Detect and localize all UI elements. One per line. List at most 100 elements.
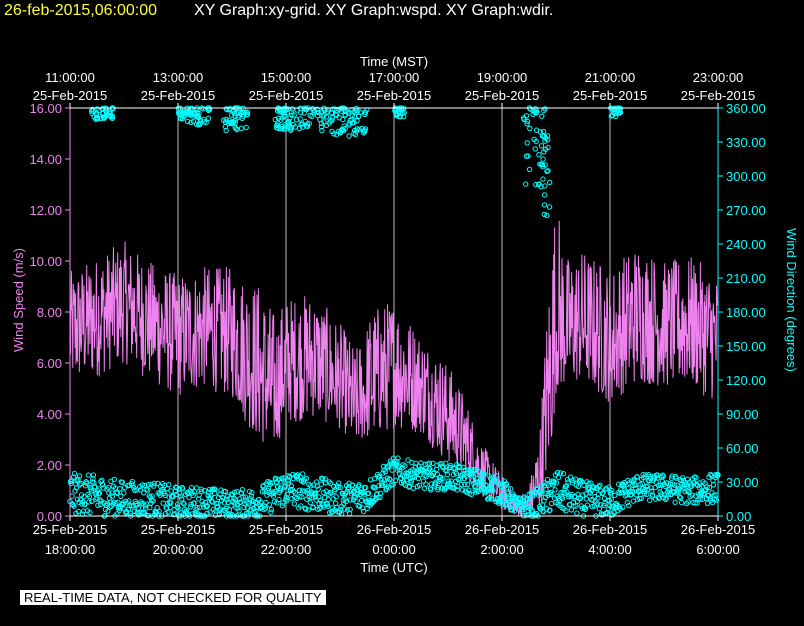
wind-direction-point xyxy=(544,476,551,483)
wind-direction-point xyxy=(208,498,215,504)
wind-direction-point xyxy=(532,146,538,152)
wind-direction-point xyxy=(259,489,266,495)
wind-direction-point xyxy=(713,497,720,503)
wind-direction-point xyxy=(233,126,239,132)
wind-direction-point xyxy=(676,486,682,492)
bottom-tick-time: 20:00:00 xyxy=(153,542,204,557)
wind-direction-point xyxy=(304,123,311,130)
right-tick-label: 210.00 xyxy=(726,271,766,286)
wind-direction-point xyxy=(347,506,353,513)
wind-direction-point xyxy=(696,485,703,491)
header-datetime: 26-feb-2015,06:00:00 xyxy=(4,2,158,19)
wind-direction-point xyxy=(240,109,246,115)
wind-direction-point xyxy=(300,471,306,477)
bottom-tick-date: 26-Feb-2015 xyxy=(465,522,539,537)
wind-direction-point xyxy=(393,106,399,112)
wind-direction-point xyxy=(591,485,597,491)
wind-direction-point xyxy=(318,481,324,487)
bottom-axis-label: Time (UTC) xyxy=(360,560,427,575)
wind-direction-point xyxy=(679,475,686,481)
wind-direction-point xyxy=(397,114,403,120)
top-tick-time: 23:00:00 xyxy=(693,70,744,85)
wind-direction-point xyxy=(287,126,294,132)
wind-direction-point xyxy=(453,470,459,477)
wind-direction-point xyxy=(493,473,499,479)
wind-direction-point xyxy=(311,109,317,115)
wind-direction-point xyxy=(445,478,451,484)
wind-direction-point xyxy=(536,181,542,187)
wind-direction-point xyxy=(235,505,241,511)
wind-direction-point xyxy=(71,503,77,509)
quality-disclaimer: REAL-TIME DATA, NOT CHECKED FOR QUALITY xyxy=(20,590,326,605)
wind-direction-point xyxy=(328,490,334,496)
wind-direction-point xyxy=(395,106,402,112)
wind-direction-point xyxy=(545,144,551,151)
wind-direction-point xyxy=(284,491,290,497)
wind-direction-point xyxy=(390,481,396,488)
wind-direction-point xyxy=(266,502,273,508)
wind-direction-point xyxy=(244,112,250,118)
wind-direction-point xyxy=(616,106,622,113)
wind-direction-point xyxy=(173,491,179,498)
wind-direction-point xyxy=(236,508,242,514)
wind-direction-point xyxy=(291,488,297,495)
top-tick-time: 19:00:00 xyxy=(477,70,528,85)
wind-direction-point xyxy=(387,476,393,483)
right-tick-label: 0.00 xyxy=(726,509,751,524)
wind-direction-point xyxy=(283,494,289,500)
wind-direction-point xyxy=(346,133,352,139)
wind-direction-point xyxy=(241,504,247,511)
wind-direction-point xyxy=(465,481,471,488)
wind-direction-point xyxy=(342,496,348,502)
wind-direction-point xyxy=(178,493,184,499)
wind-direction-point xyxy=(416,482,423,488)
wind-direction-point xyxy=(547,179,553,186)
wind-direction-point xyxy=(560,471,567,477)
wind-direction-point xyxy=(186,494,192,501)
wind-direction-point xyxy=(304,121,311,127)
wind-direction-point xyxy=(596,483,602,490)
wind-direction-point xyxy=(313,491,319,497)
wind-direction-point xyxy=(540,156,546,162)
wind-direction-point xyxy=(174,504,180,510)
wind-direction-point xyxy=(382,469,389,475)
wind-direction-point xyxy=(72,488,78,494)
wind-direction-point xyxy=(160,500,166,506)
wind-direction-point xyxy=(297,474,303,480)
wind-direction-point xyxy=(557,470,564,476)
wind-direction-point xyxy=(307,499,313,506)
bottom-tick-date: 26-Feb-2015 xyxy=(357,522,431,537)
wind-direction-point xyxy=(284,498,290,504)
wind-direction-point xyxy=(427,465,433,472)
wind-direction-point xyxy=(428,487,434,493)
wind-direction-point xyxy=(413,460,419,467)
wind-direction-point xyxy=(527,106,534,112)
wind-direction-point xyxy=(298,121,304,127)
wind-direction-point xyxy=(299,488,305,494)
wind-direction-point xyxy=(279,115,285,121)
wind-direction-point xyxy=(660,473,666,479)
left-axis-label: Wind Speed (m/s) xyxy=(11,248,26,352)
wind-direction-point xyxy=(692,500,698,506)
wind-direction-point xyxy=(345,109,351,115)
wind-direction-point xyxy=(249,489,255,496)
bottom-tick-time: 4:00:00 xyxy=(588,542,631,557)
wind-direction-point xyxy=(610,112,616,119)
top-tick-date: 25-Feb-2015 xyxy=(357,88,431,103)
wind-direction-point xyxy=(92,484,98,490)
top-tick-date: 25-Feb-2015 xyxy=(573,88,647,103)
wind-direction-point xyxy=(205,115,212,122)
wind-direction-point xyxy=(542,183,548,189)
wind-direction-point xyxy=(90,472,97,478)
wind-direction-point xyxy=(88,488,95,494)
wind-direction-point xyxy=(198,488,205,495)
wind-direction-point xyxy=(281,475,287,481)
wind-direction-point xyxy=(677,495,684,501)
wind-direction-point xyxy=(539,113,545,119)
right-tick-label: 150.00 xyxy=(726,339,766,354)
wind-direction-point xyxy=(196,492,202,498)
wind-direction-point xyxy=(175,501,181,507)
wind-direction-point xyxy=(600,490,606,496)
wind-direction-point xyxy=(607,503,613,509)
